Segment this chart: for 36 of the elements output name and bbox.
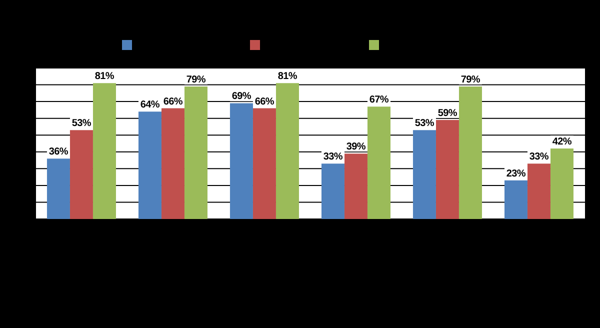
data-label: 59%	[438, 108, 458, 120]
data-label: 23%	[506, 168, 526, 180]
data-label: 79%	[460, 74, 480, 86]
data-label: 33%	[323, 152, 343, 163]
data-label: 53%	[414, 118, 434, 130]
bar	[436, 120, 459, 219]
data-label: 64%	[140, 100, 160, 111]
data-label: 36%	[48, 146, 68, 158]
bar	[276, 83, 299, 219]
bar	[252, 108, 276, 219]
bar	[92, 83, 116, 219]
bar	[321, 164, 344, 219]
bar	[46, 158, 70, 219]
bar	[161, 108, 184, 219]
bar	[550, 148, 574, 219]
data-label: 69%	[232, 91, 252, 102]
data-label: 67%	[369, 94, 389, 106]
bar	[527, 164, 550, 219]
bar	[458, 86, 482, 219]
bar	[70, 130, 93, 219]
data-label: 66%	[254, 96, 274, 108]
bar	[412, 130, 436, 219]
bar	[138, 112, 162, 219]
bar	[184, 86, 208, 219]
bar	[230, 103, 253, 219]
data-label: 53%	[72, 118, 92, 130]
bar	[504, 180, 528, 219]
data-label: 33%	[529, 152, 549, 163]
data-label: 81%	[278, 71, 298, 82]
data-label: 39%	[346, 142, 366, 153]
data-label: 81%	[94, 71, 114, 82]
bar	[367, 106, 390, 219]
bar	[344, 154, 368, 219]
data-label: 66%	[163, 96, 183, 108]
data-label: 42%	[552, 136, 572, 148]
data-label: 79%	[186, 74, 206, 86]
